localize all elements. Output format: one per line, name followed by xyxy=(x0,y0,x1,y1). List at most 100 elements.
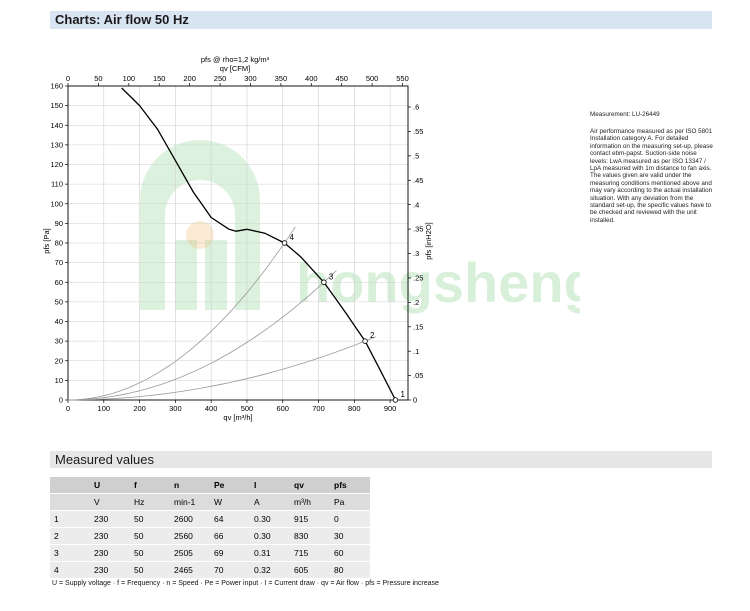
series-system-curve-2 xyxy=(67,336,376,401)
watermark-bar-left xyxy=(175,240,197,310)
table-cell: 66 xyxy=(210,527,250,545)
table-cell: A xyxy=(250,493,290,511)
x2-tick-label-50: 50 xyxy=(94,74,102,83)
table-cell: 50 xyxy=(130,527,170,545)
x-tick-label-600: 600 xyxy=(276,404,289,413)
y-tick-label-130: 130 xyxy=(50,140,63,149)
table-row: 3 230 50 2505 69 0.31 715 60 xyxy=(50,544,370,562)
table-cell: Pa xyxy=(330,493,370,511)
point-3 xyxy=(321,279,327,285)
y-tick-label-10: 10 xyxy=(55,376,63,385)
y2-tick-label-0.2: .2 xyxy=(413,298,419,307)
x2-tick-label-200: 200 xyxy=(183,74,196,83)
point-2 xyxy=(362,338,368,344)
y2-tick-label-0.25: .25 xyxy=(413,274,423,283)
watermark-bar-right xyxy=(205,240,227,310)
x-tick-label-500: 500 xyxy=(241,404,254,413)
table-cell: I xyxy=(250,477,290,494)
table-cell: min-1 xyxy=(170,493,210,511)
series-system-curve-4 xyxy=(67,226,296,401)
y2-axis-label: pfs [inH2O] xyxy=(424,222,433,260)
table-cell: 605 xyxy=(290,561,330,579)
x-tick-label-100: 100 xyxy=(98,404,111,413)
table-cell: 915 xyxy=(290,510,330,528)
y-tick-label-30: 30 xyxy=(55,337,63,346)
table-cell xyxy=(50,493,90,511)
table-cell: n xyxy=(170,477,210,494)
x2-tick-label-450: 450 xyxy=(335,74,348,83)
x2-tick-label-400: 400 xyxy=(305,74,318,83)
table-cell: U xyxy=(90,477,130,494)
y-tick-label-110: 110 xyxy=(51,180,63,189)
table-cell: 230 xyxy=(90,510,130,528)
table-cell: 50 xyxy=(130,510,170,528)
table-cell: 3 xyxy=(50,544,90,562)
x2-tick-label-250: 250 xyxy=(214,74,227,83)
x-tick-label-700: 700 xyxy=(312,404,325,413)
y2-tick-label-0.6: .6 xyxy=(413,103,419,112)
table-cell: Hz xyxy=(130,493,170,511)
y-tick-label-150: 150 xyxy=(50,101,63,110)
charts-header: Charts: Air flow 50 Hz xyxy=(50,11,712,29)
x-tick-label-200: 200 xyxy=(133,404,146,413)
y2-tick-label-0.5: .5 xyxy=(413,151,419,160)
table-cell: 50 xyxy=(130,561,170,579)
y-tick-label-70: 70 xyxy=(55,258,63,267)
table-cell: 230 xyxy=(90,527,130,545)
table-cell: 50 xyxy=(130,544,170,562)
x-tick-label-400: 400 xyxy=(205,404,218,413)
table-cell: pfs xyxy=(330,477,370,494)
x2-tick-label-500: 500 xyxy=(366,74,379,83)
chart-series xyxy=(67,87,397,401)
chart-grid xyxy=(67,85,408,401)
chart-title: pfs @ rho=1,2 kg/m³ xyxy=(201,55,270,64)
table-cell: 0.31 xyxy=(250,544,290,562)
table-cell: 0.30 xyxy=(250,527,290,545)
y2-tick-label-0.05: .05 xyxy=(413,371,423,380)
watermark-sun xyxy=(186,221,214,249)
x-axis-label: qv [m³/h] xyxy=(223,413,252,422)
x-tick-label-800: 800 xyxy=(348,404,361,413)
y-tick-label-100: 100 xyxy=(50,199,63,208)
table-cell: 69 xyxy=(210,544,250,562)
y-tick-label-80: 80 xyxy=(55,239,63,248)
table-cell: Pe xyxy=(210,477,250,494)
y-axis-label: pfs [Pa] xyxy=(42,228,51,253)
charts-title: Charts: Air flow 50 Hz xyxy=(55,12,189,27)
table-cell: 2 xyxy=(50,527,90,545)
y2-tick-label-0.4: .4 xyxy=(413,200,419,209)
table-cell: 2465 xyxy=(170,561,210,579)
y-tick-label-120: 120 xyxy=(50,160,63,169)
x-tick-label-900: 900 xyxy=(384,404,397,413)
table-cell: 830 xyxy=(290,527,330,545)
table-row: 2 230 50 2560 66 0.30 830 30 xyxy=(50,527,370,545)
table-cell: 0.30 xyxy=(250,510,290,528)
point-4 xyxy=(281,240,288,246)
y-tick-label-50: 50 xyxy=(55,297,63,306)
chart-points: 1 2 3 4 xyxy=(281,233,405,403)
measurement-notes: Air performance measured as per ISO 5801… xyxy=(590,128,713,224)
table-cell: W xyxy=(210,493,250,511)
x2-tick-label-300: 300 xyxy=(244,74,257,83)
table-legend: U = Supply voltage · f = Frequency · n =… xyxy=(52,580,439,587)
chart-axis-labels: pfs @ rho=1,2 kg/m³ qv [CFM] qv [m³/h] p… xyxy=(42,55,433,422)
table-cell: 230 xyxy=(90,544,130,562)
series-system-curve-3 xyxy=(67,270,337,401)
y2-tick-label-0: 0 xyxy=(413,396,417,405)
y-tick-label-160: 160 xyxy=(50,82,63,91)
y2-tick-label-0.15: .15 xyxy=(413,322,423,331)
x2-tick-label-100: 100 xyxy=(123,74,136,83)
point-label-2: 2 xyxy=(370,331,375,340)
table-cell: 0 xyxy=(330,510,370,528)
point-label-1: 1 xyxy=(400,390,405,399)
table-cell: 80 xyxy=(330,561,370,579)
point-label-4: 4 xyxy=(290,233,295,242)
table-cell: 2505 xyxy=(170,544,210,562)
point-1 xyxy=(392,397,399,403)
point-label-3: 3 xyxy=(329,272,334,281)
table-cell: m³/h xyxy=(290,493,330,511)
watermark-logo: hongsheng xyxy=(140,140,580,314)
table-cell: 1 xyxy=(50,510,90,528)
